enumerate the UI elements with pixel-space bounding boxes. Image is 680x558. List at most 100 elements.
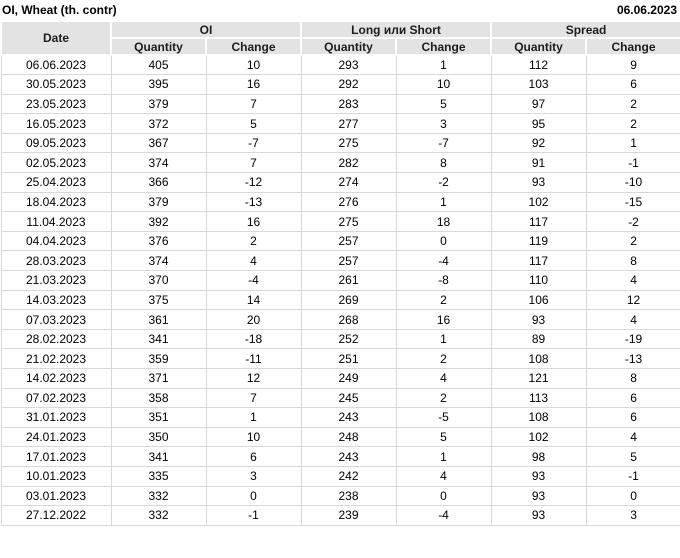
- date-cell: 16.05.2023: [0, 113, 112, 134]
- oi-change-cell: 2: [205, 230, 302, 252]
- spread-change-cell: 9: [585, 54, 680, 76]
- spread-quantity-cell: 110: [490, 270, 587, 291]
- column-header-date: Date: [0, 20, 112, 56]
- spread-quantity-cell: 102: [490, 426, 587, 448]
- spread-quantity-cell: 91: [490, 152, 587, 174]
- table-row: 07.02.2023 358 7 245 2 113 6: [0, 387, 680, 409]
- oi-quantity-cell: 395: [110, 74, 207, 95]
- spread-change-cell: 4: [585, 309, 680, 330]
- date-cell: 07.03.2023: [0, 309, 112, 330]
- long-change-cell: 0: [395, 485, 492, 507]
- long-change-cell: 2: [395, 348, 492, 369]
- table-row: 24.01.2023 350 10 248 5 102 4: [0, 426, 680, 448]
- long-change-cell: -4: [395, 250, 492, 272]
- column-header-long-change: Change: [395, 37, 493, 56]
- long-quantity-cell: 243: [300, 446, 397, 467]
- oi-quantity-cell: 374: [110, 152, 207, 174]
- table-row: 02.05.2023 374 7 282 8 91 -1: [0, 152, 680, 174]
- long-quantity-cell: 292: [300, 74, 397, 95]
- spread-change-cell: 6: [585, 74, 680, 95]
- spread-quantity-cell: 92: [490, 132, 587, 154]
- long-quantity-cell: 276: [300, 191, 397, 213]
- oi-quantity-cell: 351: [110, 407, 207, 428]
- spread-change-cell: -1: [585, 152, 680, 174]
- oi-quantity-cell: 379: [110, 191, 207, 213]
- oi-quantity-cell: 359: [110, 348, 207, 369]
- date-cell: 21.02.2023: [0, 348, 112, 369]
- oi-quantity-cell: 332: [110, 505, 207, 526]
- long-quantity-cell: 239: [300, 505, 397, 526]
- oi-quantity-cell: 361: [110, 309, 207, 330]
- oi-change-cell: 3: [205, 465, 302, 487]
- long-change-cell: -8: [395, 270, 492, 291]
- date-cell: 25.04.2023: [0, 172, 112, 193]
- long-change-cell: 4: [395, 368, 492, 389]
- long-change-cell: -2: [395, 172, 492, 193]
- table-body: 06.06.2023 405 10 293 1 112 9 30.05.2023 395 16 29…: [0, 54, 680, 526]
- long-change-cell: -5: [395, 407, 492, 428]
- long-quantity-cell: 274: [300, 172, 397, 193]
- column-header-oi-change: Change: [204, 37, 303, 56]
- long-quantity-cell: 257: [300, 250, 397, 272]
- date-cell: 11.04.2023: [0, 211, 112, 232]
- spread-change-cell: 4: [585, 426, 680, 448]
- spread-change-cell: -10: [585, 172, 680, 193]
- spread-quantity-cell: 117: [490, 250, 587, 272]
- date-cell: 24.01.2023: [0, 426, 112, 448]
- oi-change-cell: -18: [205, 328, 302, 350]
- long-quantity-cell: 249: [300, 368, 397, 389]
- spread-quantity-cell: 112: [490, 54, 587, 76]
- spread-quantity-cell: 97: [490, 93, 587, 115]
- spread-quantity-cell: 93: [490, 172, 587, 193]
- group-header-long-short: Long или Short: [300, 20, 493, 39]
- date-cell: 28.03.2023: [0, 250, 112, 272]
- oi-change-cell: 14: [205, 289, 302, 311]
- spread-quantity-cell: 102: [490, 191, 587, 213]
- long-quantity-cell: 277: [300, 113, 397, 134]
- spread-change-cell: -1: [585, 465, 680, 487]
- oi-change-cell: -7: [205, 132, 302, 154]
- table-row: 14.02.2023 371 12 249 4 121 8: [0, 368, 680, 389]
- group-header-oi: OI: [109, 20, 303, 39]
- long-quantity-cell: 248: [300, 426, 397, 448]
- oi-quantity-cell: 358: [110, 387, 207, 409]
- oi-change-cell: -13: [205, 191, 302, 213]
- spread-quantity-cell: 113: [490, 387, 587, 409]
- long-quantity-cell: 275: [300, 211, 397, 232]
- date-cell: 04.04.2023: [0, 230, 112, 252]
- long-change-cell: 5: [395, 93, 492, 115]
- oi-change-cell: 10: [205, 54, 302, 76]
- spread-quantity-cell: 103: [490, 74, 587, 95]
- long-quantity-cell: 268: [300, 309, 397, 330]
- oi-quantity-cell: 405: [110, 54, 207, 76]
- oi-change-cell: 7: [205, 387, 302, 409]
- oi-change-cell: 4: [205, 250, 302, 272]
- group-header-spread: Spread: [490, 20, 680, 39]
- oi-change-cell: 5: [205, 113, 302, 134]
- spread-quantity-cell: 117: [490, 211, 587, 232]
- long-quantity-cell: 257: [300, 230, 397, 252]
- spread-quantity-cell: 93: [490, 485, 587, 507]
- oi-quantity-cell: 366: [110, 172, 207, 193]
- oi-change-cell: 6: [205, 446, 302, 467]
- date-cell: 10.01.2023: [0, 465, 112, 487]
- table-row: 21.03.2023 370 -4 261 -8 110 4: [0, 270, 680, 291]
- table-row: 27.12.2022 332 -1 239 -4 93 3: [0, 505, 680, 526]
- long-change-cell: 8: [395, 152, 492, 174]
- long-change-cell: -4: [395, 505, 492, 526]
- oi-quantity-cell: 332: [110, 485, 207, 507]
- spread-quantity-cell: 119: [490, 230, 587, 252]
- oi-change-cell: -4: [205, 270, 302, 291]
- oi-quantity-cell: 367: [110, 132, 207, 154]
- spread-quantity-cell: 121: [490, 368, 587, 389]
- table-row: 07.03.2023 361 20 268 16 93 4: [0, 309, 680, 330]
- long-change-cell: 2: [395, 387, 492, 409]
- table-row: 28.02.2023 341 -18 252 1 89 -19: [0, 328, 680, 350]
- long-quantity-cell: 261: [300, 270, 397, 291]
- long-change-cell: 1: [395, 54, 492, 76]
- date-cell: 27.12.2022: [0, 505, 112, 526]
- spread-quantity-cell: 89: [490, 328, 587, 350]
- spread-change-cell: 12: [585, 289, 680, 311]
- date-cell: 21.03.2023: [0, 270, 112, 291]
- column-header-spread-change: Change: [585, 37, 680, 56]
